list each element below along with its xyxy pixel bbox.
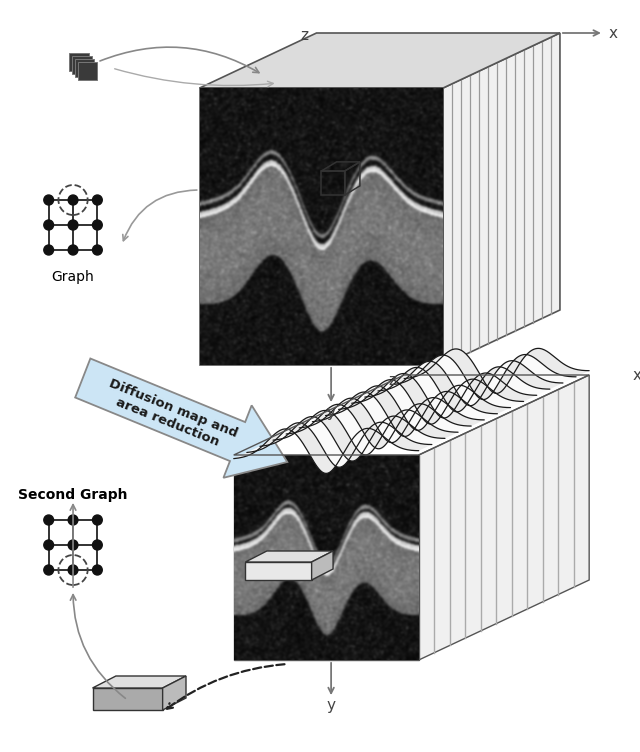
Polygon shape <box>391 348 589 399</box>
Polygon shape <box>365 361 563 412</box>
Polygon shape <box>247 416 445 467</box>
Polygon shape <box>312 551 333 580</box>
Circle shape <box>68 245 78 255</box>
Polygon shape <box>273 404 471 455</box>
Circle shape <box>44 565 54 575</box>
Polygon shape <box>163 676 186 710</box>
Circle shape <box>44 540 54 550</box>
Text: x: x <box>609 26 618 41</box>
Polygon shape <box>245 551 333 562</box>
Polygon shape <box>326 379 524 430</box>
Text: z: z <box>388 373 396 388</box>
Text: z: z <box>301 28 308 43</box>
Circle shape <box>68 220 78 230</box>
Text: y: y <box>326 698 335 713</box>
Polygon shape <box>443 33 560 365</box>
Polygon shape <box>286 398 484 449</box>
Polygon shape <box>93 688 163 710</box>
Circle shape <box>44 245 54 255</box>
Circle shape <box>68 540 78 550</box>
Circle shape <box>44 195 54 205</box>
Circle shape <box>93 220 102 230</box>
Text: Graph: Graph <box>52 270 95 284</box>
Polygon shape <box>75 59 95 77</box>
Circle shape <box>93 565 102 575</box>
Polygon shape <box>245 562 312 580</box>
Polygon shape <box>312 385 511 436</box>
Polygon shape <box>234 455 419 660</box>
Polygon shape <box>93 676 186 688</box>
Circle shape <box>93 540 102 550</box>
Text: x: x <box>633 368 640 383</box>
Polygon shape <box>260 410 458 461</box>
Circle shape <box>68 195 78 205</box>
Circle shape <box>93 195 102 205</box>
Polygon shape <box>352 367 550 418</box>
Polygon shape <box>69 53 88 71</box>
FancyArrow shape <box>75 359 287 478</box>
Circle shape <box>44 220 54 230</box>
Circle shape <box>93 515 102 525</box>
Polygon shape <box>200 88 443 365</box>
Text: y: y <box>326 405 335 420</box>
Polygon shape <box>72 56 92 74</box>
Polygon shape <box>300 392 497 443</box>
Circle shape <box>93 245 102 255</box>
Polygon shape <box>419 375 589 660</box>
Text: Diffusion map and
area reduction: Diffusion map and area reduction <box>101 377 239 453</box>
Polygon shape <box>78 62 97 80</box>
Circle shape <box>68 565 78 575</box>
Text: Second Graph: Second Graph <box>19 489 128 502</box>
Circle shape <box>44 515 54 525</box>
Circle shape <box>68 515 78 525</box>
Polygon shape <box>339 373 537 424</box>
Polygon shape <box>378 354 576 405</box>
Polygon shape <box>200 33 560 88</box>
Polygon shape <box>234 422 432 473</box>
